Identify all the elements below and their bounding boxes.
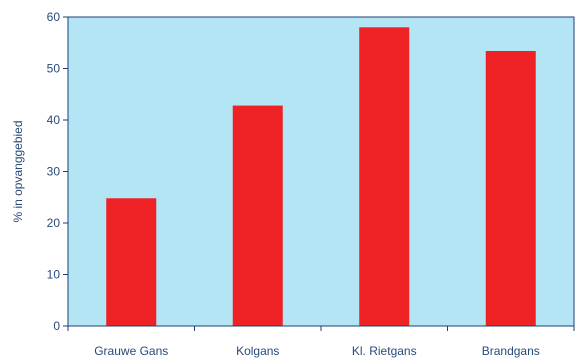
y-tick-label: 50 [47,62,61,76]
bar-4 [485,50,536,327]
y-tick-label: 10 [47,268,61,282]
y-tick-label: 0 [53,319,60,333]
y-axis-label: % in opvanggebied [11,120,25,222]
x-category-label: Brandgans [482,344,540,358]
x-category-label: Kolgans [236,344,279,358]
y-tick-label: 30 [47,165,61,179]
x-category-label: Grauwe Gans [94,344,168,358]
y-tick-label: 60 [47,10,61,24]
bar-2 [232,105,283,326]
y-tick-label: 40 [47,113,61,127]
bar-1 [106,198,157,326]
bar-group [106,27,536,327]
x-axis-ticks: Grauwe Gans Kolgans Kl. Rietgans Brandgans [67,326,575,358]
bar-3 [359,27,410,327]
y-tick-label: 20 [47,216,61,230]
y-axis-ticks: 0 10 20 30 40 50 60 [47,10,68,333]
x-category-label: Kl. Rietgans [352,344,417,358]
